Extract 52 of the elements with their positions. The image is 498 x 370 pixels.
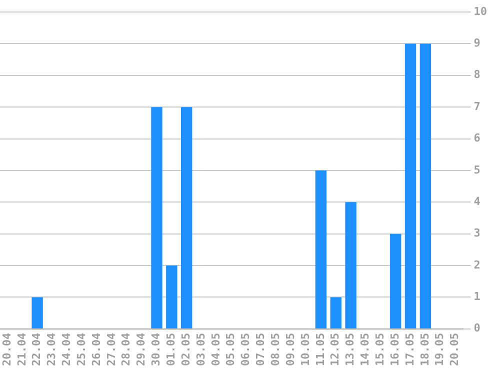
y-tick-label: 4 <box>474 194 481 208</box>
x-tick-label: 29.04 <box>134 332 148 366</box>
bar <box>315 170 327 328</box>
x-tick-label: 17.05 <box>403 332 416 366</box>
x-tick-label: 20.05 <box>448 332 462 366</box>
x-tick-label: 04.05 <box>209 332 222 366</box>
bar <box>404 44 416 328</box>
y-tick-label: 0 <box>474 322 480 335</box>
x-tick-label: 14.05 <box>358 332 372 366</box>
x-tick-label: 06.05 <box>239 332 252 366</box>
x-tick-label: 02.05 <box>179 332 192 366</box>
bar <box>330 297 342 328</box>
x-tick-label: 01.05 <box>164 332 178 366</box>
y-tick-label: 1 <box>474 290 481 304</box>
bar <box>390 234 402 328</box>
x-tick-label: 07.05 <box>254 332 268 366</box>
y-tick-label: 9 <box>474 36 480 50</box>
bar <box>32 297 43 328</box>
x-tick-label: 09.05 <box>284 332 297 366</box>
x-tick-label: 21.04 <box>15 332 28 366</box>
bar <box>420 44 432 328</box>
y-tick-label: 2 <box>474 258 480 272</box>
x-tick-label: 11.05 <box>314 332 327 366</box>
x-tick-label: 30.04 <box>150 332 163 366</box>
y-tick-label: 7 <box>474 100 480 113</box>
y-tick-label: 10 <box>474 4 488 18</box>
x-tick-label: 25.04 <box>74 332 88 366</box>
y-tick-label: 8 <box>474 68 480 82</box>
x-tick-label: 10.05 <box>298 332 312 366</box>
bar <box>151 107 162 328</box>
x-tick-label: 26.04 <box>90 332 103 366</box>
x-tick-label: 13.05 <box>344 332 357 366</box>
x-tick-label: 05.05 <box>224 332 238 366</box>
x-tick-label: 16.05 <box>388 332 402 366</box>
bar <box>166 266 178 328</box>
x-tick-label: 24.04 <box>60 332 74 366</box>
y-tick-label: 3 <box>474 226 480 240</box>
y-tick-label: 6 <box>474 132 481 145</box>
x-tick-label: 27.04 <box>104 332 118 366</box>
y-tick-label: 5 <box>474 163 480 176</box>
x-tick-label: 03.05 <box>194 332 208 366</box>
x-tick-label: 22.04 <box>30 332 44 366</box>
x-tick-label: 19.05 <box>433 332 446 366</box>
x-tick-label: 23.04 <box>45 332 58 366</box>
x-tick-label: 28.04 <box>120 332 133 366</box>
x-tick-label: 18.05 <box>418 332 432 366</box>
x-tick-label: 08.05 <box>269 332 282 366</box>
bar <box>345 202 356 328</box>
x-tick-label: 12.05 <box>328 332 342 366</box>
bar <box>180 107 192 328</box>
x-tick-label: 15.05 <box>374 332 387 366</box>
x-tick-label: 20.04 <box>0 332 14 366</box>
